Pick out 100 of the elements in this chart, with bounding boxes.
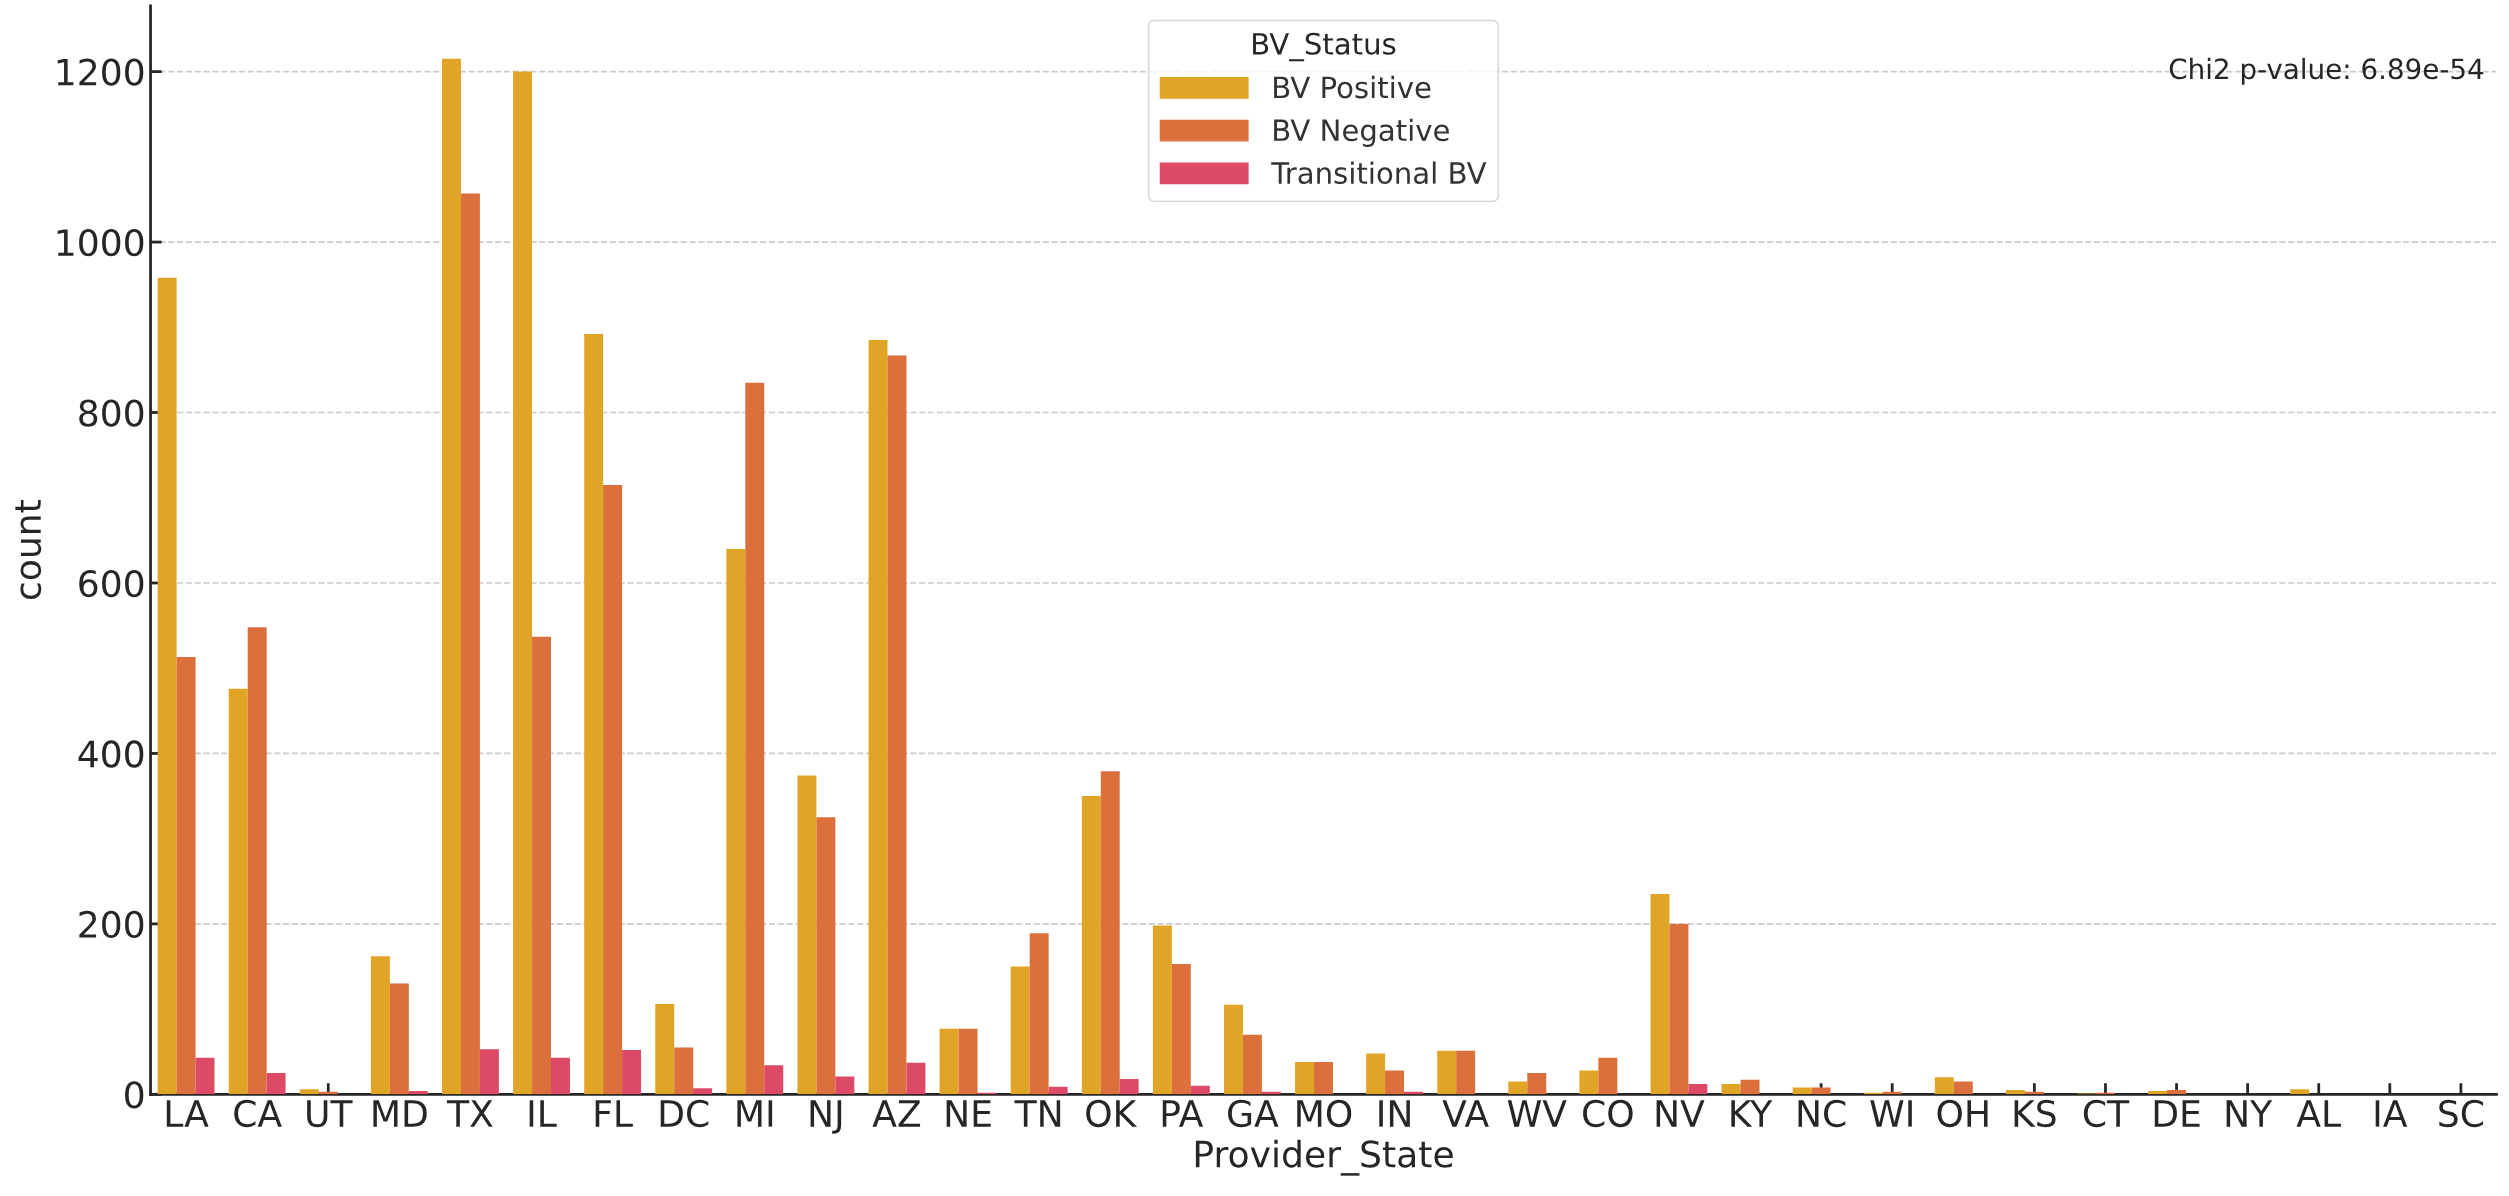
bar: [1010, 966, 1030, 1095]
x-tick-label: WI: [1870, 1100, 1912, 1127]
x-tick-label: NY: [2226, 1100, 2273, 1127]
x-tick-label: KS: [2014, 1099, 2056, 1128]
x-tick-label: CT: [2083, 1099, 2130, 1128]
bar: [726, 548, 746, 1095]
bar: [1688, 1084, 1708, 1095]
legend-label: BV Positive: [1274, 75, 1431, 99]
bar: [868, 340, 888, 1095]
x-tick-label: UT: [307, 1100, 353, 1128]
x-tick-label: TN: [1014, 1100, 1061, 1127]
bar: [1527, 1073, 1547, 1095]
x-tick-label: AZ: [872, 1100, 921, 1127]
bar: [228, 688, 248, 1095]
bar: [2290, 1089, 2310, 1095]
bar: [2005, 1090, 2025, 1095]
bar: [1314, 1061, 1333, 1095]
x-axis-title: Provider_State: [1195, 1139, 1453, 1176]
bar: [266, 1073, 286, 1095]
x-tick-label: DC: [660, 1099, 709, 1128]
bar: [1385, 1070, 1405, 1095]
bar: [1171, 963, 1191, 1095]
x-tick-label: CO: [1583, 1099, 1633, 1128]
x-tick-label: NC: [1798, 1099, 1846, 1128]
y-tick-label: 1200: [57, 58, 144, 86]
bar: [816, 817, 836, 1095]
x-tick-label: TX: [446, 1100, 493, 1127]
bar: [157, 277, 177, 1095]
bar: [1437, 1050, 1457, 1095]
legend-label: BV Negative: [1274, 118, 1449, 147]
bar: [835, 1076, 855, 1095]
y-tick-label: 800: [79, 399, 144, 427]
bar: [797, 775, 817, 1095]
bar: [1295, 1061, 1315, 1095]
x-tick-label: FL: [595, 1100, 633, 1127]
bar: [442, 58, 461, 1095]
x-tick-label: OH: [1937, 1099, 1988, 1128]
y-tick-label: 600: [79, 569, 144, 598]
x-tick-label: SC: [2439, 1099, 2484, 1128]
x-tick-label: AL: [2296, 1100, 2341, 1127]
bar: [247, 627, 267, 1095]
bar: [176, 657, 196, 1095]
bar: [1934, 1077, 1954, 1095]
bar: [622, 1050, 642, 1095]
x-tick-label: NV: [1656, 1100, 1705, 1127]
bar: [2167, 1090, 2187, 1095]
x-tick-label: NJ: [810, 1100, 842, 1134]
bar: [195, 1057, 215, 1095]
y-axis-title: count: [15, 500, 42, 600]
x-tick-label: MI: [737, 1100, 773, 1127]
bar: [532, 636, 551, 1095]
bar: [674, 1047, 694, 1095]
bar: [479, 1049, 499, 1095]
bar: [1029, 933, 1049, 1095]
bar: [1152, 925, 1172, 1095]
bar: [1242, 1034, 1262, 1095]
bar: [1953, 1081, 1973, 1095]
x-tick-label: PA: [1162, 1100, 1204, 1127]
y-tick-label: 400: [78, 740, 144, 768]
bar: [1048, 1086, 1068, 1095]
y-tick-label: 200: [79, 910, 144, 939]
bar: [460, 193, 480, 1095]
x-tick-label: DE: [2154, 1100, 2200, 1127]
bar: [906, 1062, 926, 1095]
x-tick-label: NE: [946, 1100, 991, 1127]
bar: [764, 1065, 784, 1095]
y-tick-label: 1000: [57, 228, 144, 257]
bar: [603, 484, 623, 1095]
bar: [1081, 796, 1101, 1095]
x-tick-label: GA: [1228, 1099, 1279, 1128]
legend-label: Transitional BV: [1271, 161, 1487, 185]
bar: [1190, 1085, 1210, 1095]
bar: [1119, 1079, 1139, 1095]
x-tick-label: LA: [166, 1100, 209, 1127]
bar: [1366, 1053, 1386, 1095]
x-tick-label: CA: [234, 1099, 282, 1128]
bar: [370, 956, 390, 1095]
y-tick-label: 0: [125, 1081, 144, 1109]
bar: [958, 1028, 978, 1095]
bar: [887, 355, 907, 1095]
bar: [1650, 894, 1670, 1095]
bar: [1456, 1050, 1476, 1095]
bar: [1100, 771, 1120, 1095]
x-tick-label: IA: [2375, 1100, 2408, 1127]
bar: [745, 382, 765, 1095]
bar: [1669, 923, 1689, 1095]
bar: [299, 1089, 319, 1095]
x-tick-label: MO: [1297, 1099, 1352, 1128]
x-tick-label: KY: [1731, 1100, 1773, 1127]
x-tick-label: WV: [1507, 1100, 1567, 1127]
bar: [1740, 1079, 1760, 1095]
bar: [939, 1028, 959, 1095]
x-tick-label: IL: [529, 1100, 557, 1127]
legend-title: BV_Status: [1253, 32, 1396, 62]
bar: [1508, 1081, 1528, 1095]
bar: [693, 1088, 713, 1095]
bar: [584, 334, 604, 1095]
bar: [1579, 1070, 1599, 1095]
x-tick-label: IN: [1379, 1100, 1410, 1127]
bar: [1223, 1004, 1243, 1095]
